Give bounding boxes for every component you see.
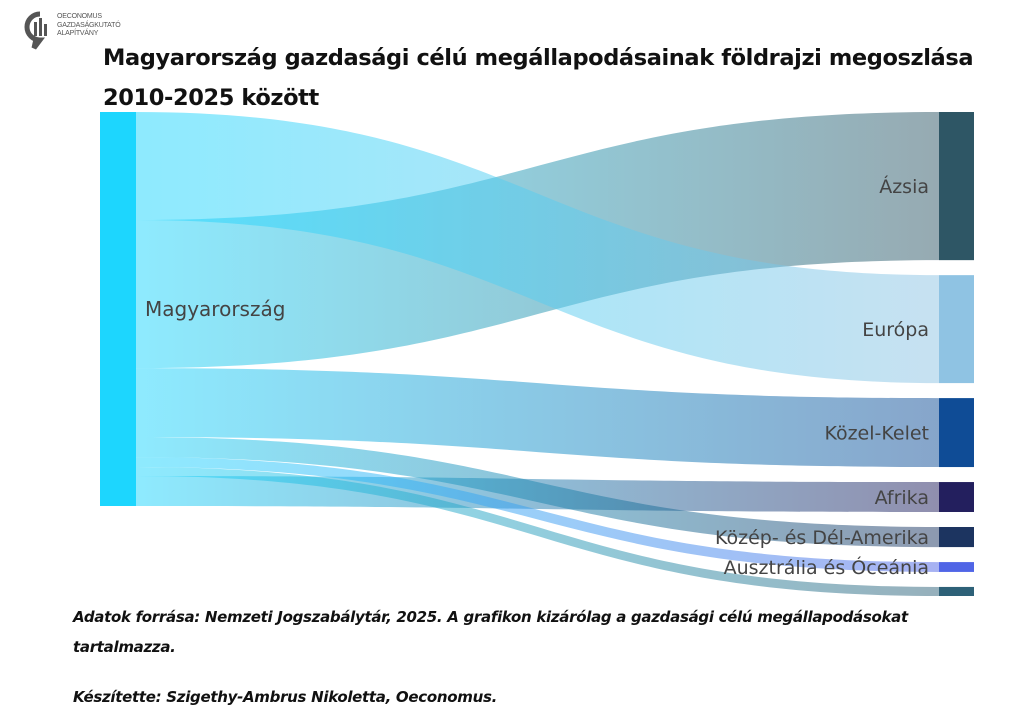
sankey-node-target[interactable] (939, 398, 974, 468)
logo-line: GAZDASÁGKUTATÓ (57, 21, 121, 29)
sankey-link[interactable] (136, 457, 939, 572)
sankey-link[interactable] (136, 437, 939, 548)
node-label: Európa (862, 319, 929, 341)
node-label: Afrika (875, 487, 929, 509)
logo-icon (24, 11, 47, 50)
sankey-node-target[interactable] (939, 586, 974, 596)
sankey-node-target[interactable] (939, 562, 974, 572)
logo-line: ALAPÍTVÁNY (57, 30, 99, 37)
node-label: Magyarország (145, 297, 285, 321)
oeconomus-logo: OECONOMUS GAZDASÁGKUTATÓ ALAPÍTVÁNY (24, 10, 164, 52)
author-note: Készítette: Szigethy-Ambrus Nikoletta, O… (73, 688, 497, 706)
source-note: Adatok forrása: Nemzeti Jogszabálytár, 2… (73, 608, 908, 656)
logo-line: OECONOMUS (57, 13, 102, 20)
node-label: Ázsia (879, 175, 929, 198)
node-label: Közel-Kelet (824, 423, 929, 445)
node-label: Közép- és Dél-Amerika (715, 527, 929, 549)
chart-title: Magyarország gazdasági célú megállapodás… (103, 45, 974, 111)
sankey-node-target[interactable] (939, 112, 974, 261)
sankey-node-target[interactable] (939, 482, 974, 512)
sankey-link[interactable] (136, 466, 939, 596)
sankey-link[interactable] (136, 368, 939, 468)
sankey-node-target[interactable] (939, 275, 974, 384)
logo-text: OECONOMUS GAZDASÁGKUTATÓ ALAPÍTVÁNY (57, 13, 121, 39)
sankey-node-target[interactable] (939, 526, 974, 548)
node-label: Ausztrália és Óceánia (724, 555, 929, 579)
sankey-link[interactable] (136, 112, 939, 384)
sankey-node-source[interactable] (100, 112, 136, 506)
